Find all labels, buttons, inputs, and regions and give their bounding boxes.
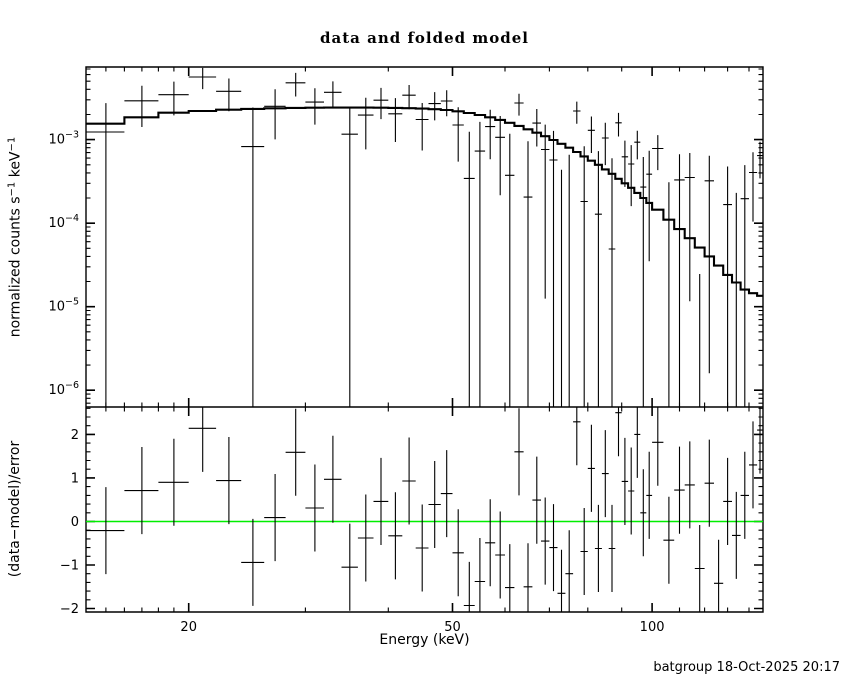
y-axis-label-top: normalized counts s−1 keV−1 (7, 137, 24, 338)
x-tick-label: 20 (180, 620, 197, 635)
y-tick-label: 10−4 (48, 213, 79, 231)
x-tick-label: 50 (444, 620, 461, 635)
residual-tick-label: −1 (60, 559, 79, 574)
tick-labels: 20 50 100 10−3 10−4 10−5 10−6 −2 −1 0 1 2 (48, 130, 664, 635)
minor-ticks (86, 67, 763, 612)
exponent: −1 (6, 136, 18, 152)
residual-tick-label: 2 (71, 428, 79, 443)
plot-title: data and folded model (320, 29, 529, 47)
x-axis-label: Energy (keV) (379, 632, 470, 648)
y-tick-label: 10−5 (48, 297, 79, 315)
exponent: −1 (6, 181, 18, 197)
folded-model-histogram (86, 106, 763, 297)
data-points-with-error-bars (86, 67, 763, 407)
residual-tick-label: 1 (71, 471, 79, 486)
y-tick-label: 10−6 (48, 380, 79, 398)
plot-frame (85, 66, 764, 613)
x-tick-label: 100 (640, 620, 665, 635)
timestamp-stamp: batgroup 18-Oct-2025 20:17 (653, 660, 840, 675)
residual-tick-label: −2 (60, 602, 79, 617)
label-text: keV (7, 151, 24, 182)
residual-points-with-error-bars (86, 407, 763, 612)
label-text: normalized counts s (7, 196, 24, 338)
residual-tick-label: 0 (71, 515, 79, 530)
y-tick-label: 10−3 (48, 130, 79, 148)
y-axis-label-bottom: (data−model)/error (7, 440, 23, 578)
major-ticks (86, 67, 763, 612)
